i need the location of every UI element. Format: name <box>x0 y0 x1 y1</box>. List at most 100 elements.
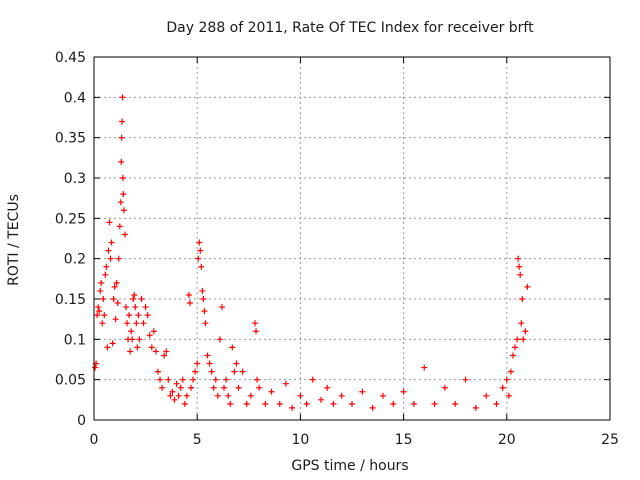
data-point <box>515 255 522 262</box>
data-point <box>235 384 242 391</box>
data-point <box>134 344 141 351</box>
data-point <box>276 400 283 407</box>
y-tick-label: 0 <box>77 413 86 429</box>
data-point <box>431 400 438 407</box>
chart-title: Day 288 of 2011, Rate Of TEC Index for r… <box>166 20 534 36</box>
data-point <box>239 368 246 375</box>
data-point <box>330 400 337 407</box>
data-point <box>253 328 260 335</box>
data-point <box>159 384 166 391</box>
data-point <box>114 300 121 307</box>
x-tick-label: 15 <box>395 432 413 448</box>
data-point <box>505 392 512 399</box>
data-point <box>107 255 114 262</box>
data-point <box>227 400 234 407</box>
data-point <box>154 368 161 375</box>
data-point <box>127 348 134 355</box>
data-point <box>218 304 225 311</box>
y-tick-label: 0.05 <box>55 373 86 389</box>
data-point <box>128 328 135 335</box>
data-point <box>338 392 345 399</box>
data-point <box>138 296 145 302</box>
data-point <box>349 400 355 407</box>
data-point <box>309 376 316 383</box>
data-point <box>216 336 223 343</box>
data-point <box>210 384 217 391</box>
data-point <box>118 158 125 165</box>
data-point <box>99 320 106 327</box>
data-point <box>183 392 190 399</box>
x-tick-label: 25 <box>601 432 619 448</box>
data-point <box>161 352 168 359</box>
data-point <box>204 352 211 359</box>
data-point <box>169 388 176 395</box>
data-point <box>190 376 197 383</box>
data-point <box>206 360 213 367</box>
data-point <box>390 400 397 407</box>
data-point <box>148 344 155 351</box>
data-point <box>212 376 219 383</box>
data-point <box>120 207 127 214</box>
data-point <box>142 304 149 311</box>
x-axis-label: GPS time / hours <box>291 458 408 474</box>
data-point <box>109 340 116 347</box>
data-point <box>177 384 184 391</box>
axis-ticks: 0 5 10 15 20 25 0 0.05 0.1 0.15 0.2 0.25 0.3 0.35 0.4 0… <box>55 50 619 448</box>
data-point <box>116 223 123 230</box>
data-point <box>509 352 516 359</box>
data-point <box>96 308 103 315</box>
data-point <box>223 376 230 383</box>
data-point <box>202 320 209 327</box>
x-tick-label: 5 <box>193 432 202 448</box>
y-tick-label: 0.35 <box>55 131 86 147</box>
data-point <box>140 320 147 327</box>
data-point <box>231 368 238 375</box>
data-point <box>181 400 188 407</box>
data-point <box>103 263 110 270</box>
data-point <box>247 392 254 399</box>
data-point <box>303 400 310 407</box>
data-point <box>243 400 250 407</box>
data-point <box>517 271 524 278</box>
data-point <box>194 360 201 367</box>
data-point <box>167 392 174 399</box>
data-point <box>493 400 500 407</box>
data-point <box>120 191 127 198</box>
data-point <box>122 304 129 311</box>
data-point <box>233 360 240 367</box>
data-point <box>101 312 108 319</box>
y-axis-label: ROTI / TECUs <box>6 194 22 286</box>
data-point <box>199 287 206 294</box>
data-point <box>472 404 479 411</box>
data-point <box>282 380 289 387</box>
data-point <box>499 384 506 391</box>
data-point <box>105 247 112 254</box>
data-point <box>100 296 107 302</box>
data-point <box>119 175 126 181</box>
data-point <box>197 247 204 254</box>
data-point <box>165 376 172 383</box>
data-point <box>117 199 124 206</box>
data-point <box>524 283 531 290</box>
grid-lines <box>94 57 610 420</box>
data-point <box>324 384 331 391</box>
data-point <box>95 304 102 311</box>
data-point <box>519 296 526 302</box>
data-point <box>126 312 133 319</box>
data-point <box>94 312 101 319</box>
data-point <box>113 279 120 286</box>
data-point <box>186 300 193 307</box>
data-point <box>196 239 203 246</box>
data-point <box>192 368 199 375</box>
data-point <box>119 118 126 125</box>
data-point <box>185 291 192 298</box>
data-point <box>208 368 215 375</box>
y-tick-label: 0.1 <box>64 332 86 348</box>
data-point <box>106 219 113 226</box>
data-point <box>119 94 126 101</box>
data-point <box>318 396 325 403</box>
data-point <box>198 263 205 270</box>
data-point <box>462 376 469 383</box>
data-point <box>221 384 228 391</box>
